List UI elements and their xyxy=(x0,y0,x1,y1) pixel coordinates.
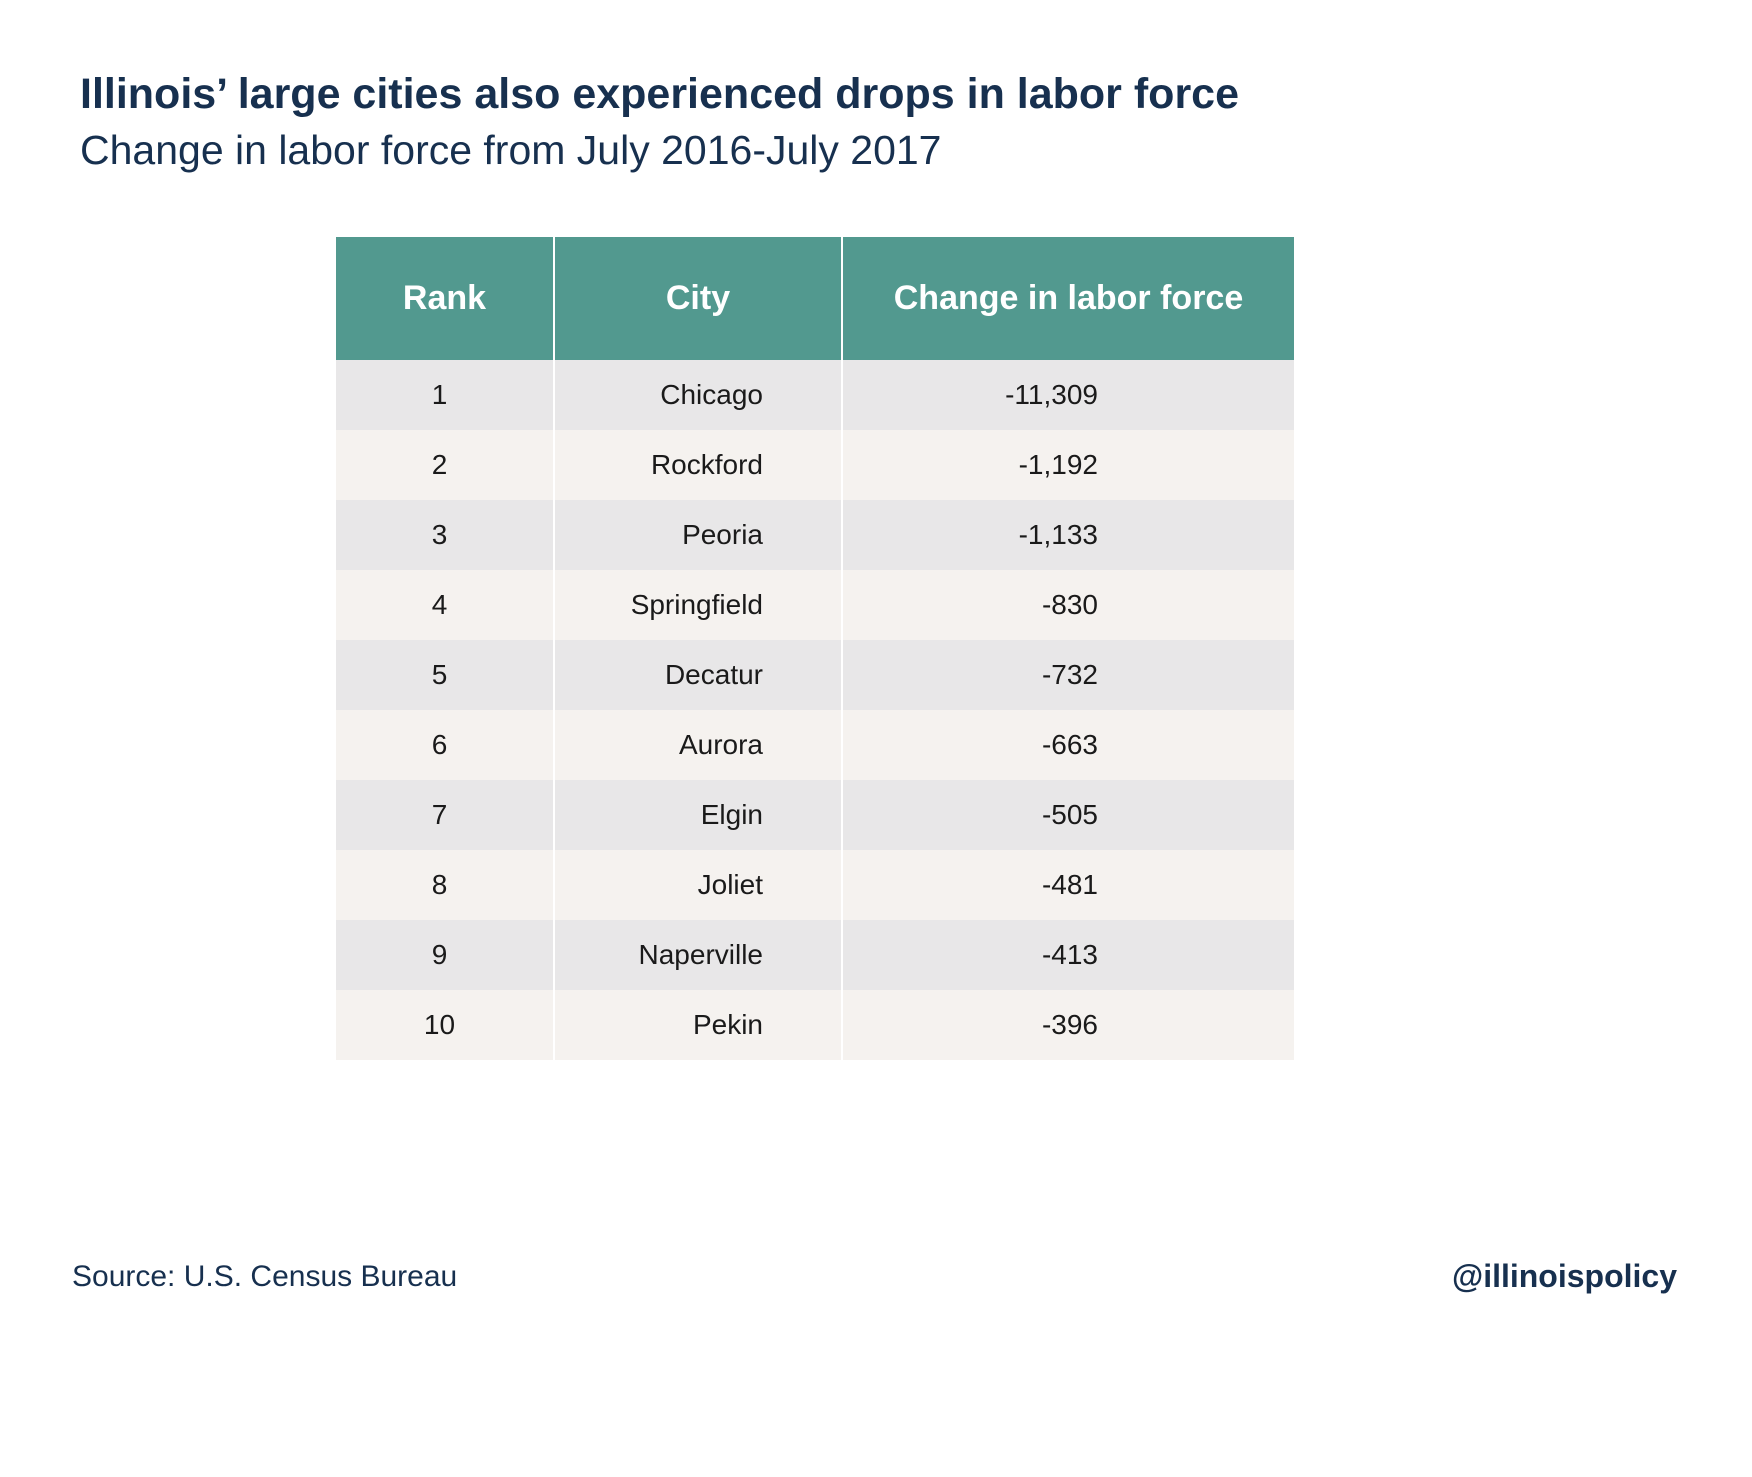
cell-change: -1,133 xyxy=(842,500,1294,570)
cell-rank: 4 xyxy=(336,570,555,640)
table-row: 4 Springfield -830 xyxy=(336,570,1294,640)
cell-change: -11,309 xyxy=(842,360,1294,430)
table-header: Rank City Change in labor force xyxy=(336,237,1294,360)
chart-subtitle: Change in labor force from July 2016-Jul… xyxy=(80,127,942,173)
header-city: City xyxy=(554,237,843,360)
cell-change: -663 xyxy=(842,710,1294,780)
cell-city: Pekin xyxy=(554,990,843,1060)
cell-city: Peoria xyxy=(554,500,843,570)
table-row: 8 Joliet -481 xyxy=(336,850,1294,920)
cell-rank: 7 xyxy=(336,780,555,850)
chart-title: Illinois’ large cities also experienced … xyxy=(80,70,1240,118)
social-handle: @illinoispolicy xyxy=(1451,1258,1677,1294)
cell-city: Naperville xyxy=(554,920,843,990)
cell-rank: 6 xyxy=(336,710,555,780)
table-row: 1 Chicago -11,309 xyxy=(336,360,1294,430)
table-row: 3 Peoria -1,133 xyxy=(336,500,1294,570)
cell-change: -396 xyxy=(842,990,1294,1060)
labor-force-table: Rank City Change in labor force 1 Chicago… xyxy=(336,237,1294,1060)
header-rank: Rank xyxy=(336,237,555,360)
cell-city: Rockford xyxy=(554,430,843,500)
cell-rank: 2 xyxy=(336,430,555,500)
cell-change: -481 xyxy=(842,850,1294,920)
table-row: 10 Pekin -396 xyxy=(336,990,1294,1060)
cell-rank: 9 xyxy=(336,920,555,990)
table-row: 2 Rockford -1,192 xyxy=(336,430,1294,500)
table-row: 9 Naperville -413 xyxy=(336,920,1294,990)
table-body: 1 Chicago -11,309 2 Rockford -1,192 3 Peoria -1,… xyxy=(336,360,1294,1060)
cell-change: -413 xyxy=(842,920,1294,990)
cell-change: -505 xyxy=(842,780,1294,850)
header-row: Rank City Change in labor force xyxy=(336,237,1294,360)
cell-rank: 10 xyxy=(336,990,555,1060)
header-change: Change in labor force xyxy=(842,237,1294,360)
cell-city: Joliet xyxy=(554,850,843,920)
cell-rank: 3 xyxy=(336,500,555,570)
table-row: 7 Elgin -505 xyxy=(336,780,1294,850)
source-note: Source: U.S. Census Bureau xyxy=(72,1260,458,1293)
labor-force-table-container: Rank City Change in labor force 1 Chicago… xyxy=(336,237,1294,1060)
cell-city: Chicago xyxy=(554,360,843,430)
cell-change: -1,192 xyxy=(842,430,1294,500)
cell-city: Elgin xyxy=(554,780,843,850)
table-row: 6 Aurora -663 xyxy=(336,710,1294,780)
cell-city: Springfield xyxy=(554,570,843,640)
cell-city: Aurora xyxy=(554,710,843,780)
cell-rank: 1 xyxy=(336,360,555,430)
cell-change: -830 xyxy=(842,570,1294,640)
cell-change: -732 xyxy=(842,640,1294,710)
cell-rank: 5 xyxy=(336,640,555,710)
cell-city: Decatur xyxy=(554,640,843,710)
cell-rank: 8 xyxy=(336,850,555,920)
table-row: 5 Decatur -732 xyxy=(336,640,1294,710)
